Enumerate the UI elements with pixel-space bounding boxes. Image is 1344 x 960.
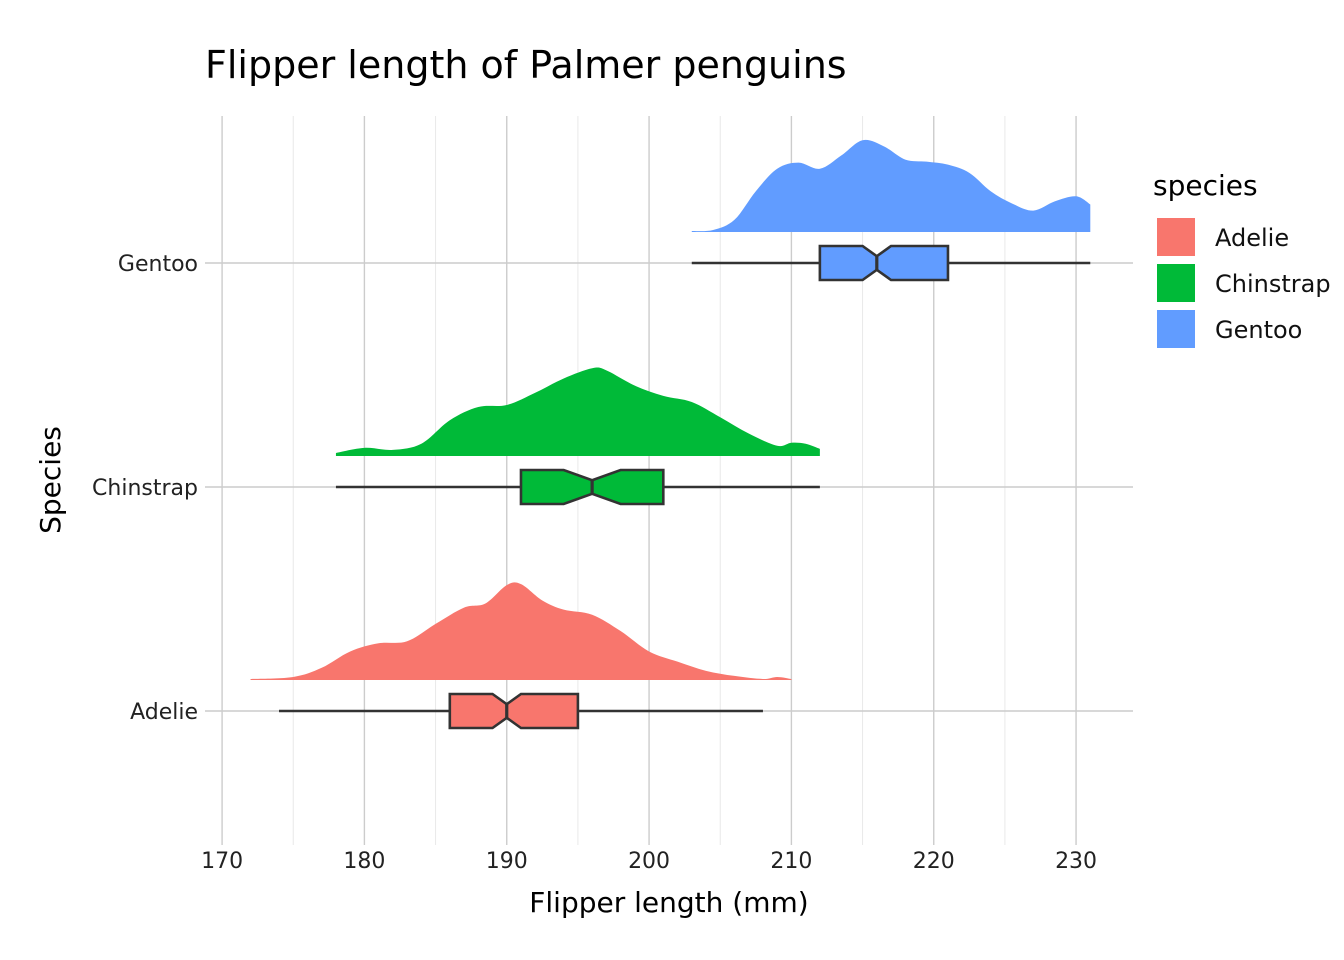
x-tick-label: 190 [486,849,528,874]
y-axis-title: Species [34,426,67,534]
legend-label-chinstrap: Chinstrap [1215,270,1331,298]
x-tick-label: 230 [1055,849,1097,874]
x-tick-label: 210 [770,849,812,874]
x-tick-label: 180 [343,849,385,874]
density-chinstrap [335,367,820,456]
chart-marks [250,139,1091,730]
density-adelie [250,582,792,680]
y-tick-label: Gentoo [118,252,198,277]
legend-swatch-chinstrap [1157,264,1195,302]
legend: species Adelie Chinstrap Gentoo [1153,169,1331,348]
legend-swatch-adelie [1157,218,1195,256]
legend-title: species [1153,169,1258,202]
x-tick-label: 200 [628,849,670,874]
axes: 170 180 190 200 210 220 230 Adelie Chinstrap Gent… [92,252,1097,874]
legend-swatch-gentoo [1157,310,1195,348]
x-tick-label: 220 [913,849,955,874]
legend-label-adelie: Adelie [1215,224,1289,252]
x-tick-label: 170 [201,849,243,874]
density-gentoo [691,139,1091,232]
box-adelie [448,692,580,730]
chart-title: Flipper length of Palmer penguins [205,43,847,87]
y-tick-label: Chinstrap [92,476,198,501]
x-axis-title: Flipper length (mm) [529,886,808,919]
y-tick-label: Adelie [130,700,198,725]
legend-label-gentoo: Gentoo [1215,316,1302,344]
box-gentoo [818,244,950,282]
